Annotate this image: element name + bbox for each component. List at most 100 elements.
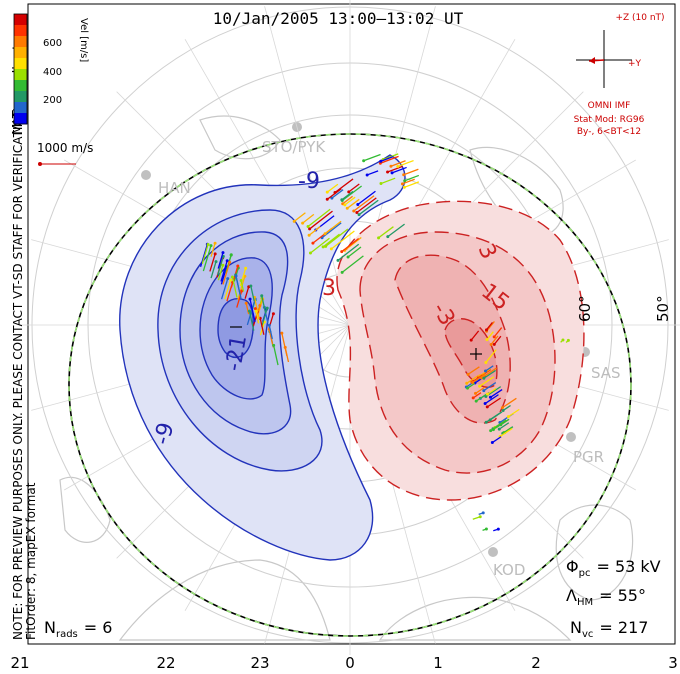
velocity-vector (404, 174, 420, 182)
velocity-vector (230, 265, 239, 288)
velocity-vector (321, 222, 342, 239)
velocity-vector (307, 208, 331, 227)
velocity-vector (490, 388, 503, 398)
mlt-tick-label: 2 (531, 654, 541, 672)
velocity-vector (346, 198, 360, 209)
velocity-vector (325, 228, 349, 247)
velocity-vector (397, 159, 414, 168)
velocity-vector (404, 181, 420, 188)
velocity-vector (248, 310, 255, 331)
vel-tick-200: 200 (43, 95, 62, 106)
heppner-maynard-boundary (68, 133, 632, 637)
velocity-vector (356, 197, 377, 213)
velocity-vector (499, 428, 513, 438)
velocity-vector (500, 418, 510, 426)
velocity-vector (487, 387, 497, 395)
station-marker (488, 547, 498, 557)
vel-tick-600: 600 (43, 38, 62, 49)
station-pgr: PGR (573, 448, 604, 466)
velocity-vector (403, 168, 419, 176)
colorbar-segment (14, 14, 27, 26)
vector-layer (199, 153, 570, 532)
velocity-vector (334, 178, 354, 194)
velocity-vector (382, 153, 399, 161)
velocity-vector (322, 233, 340, 248)
velocity-vector (348, 183, 360, 193)
velocity-vector (246, 298, 256, 326)
velocity-vector (309, 210, 333, 230)
velocity-vector (378, 226, 394, 239)
velocity-vector (202, 245, 212, 272)
station-han: HAN (158, 179, 191, 197)
velocity-vector (472, 392, 482, 399)
velocity-vector (467, 366, 480, 375)
velocity-vector (363, 153, 381, 162)
mlt-tick-label: 21 (10, 654, 29, 672)
coastline (59, 476, 111, 543)
velocity-vector (366, 170, 379, 176)
colorbar-segment (14, 80, 27, 92)
station-kod: KOD (493, 561, 525, 579)
velocity-vector (222, 262, 231, 285)
velocity-vector (490, 335, 499, 345)
velocity-vector (344, 196, 356, 206)
velocity-vector (472, 516, 481, 520)
colorbar-segment (14, 113, 27, 125)
velocity-vector (273, 345, 279, 366)
velocity-vector (231, 276, 238, 298)
svg-text:Nvc= 217: Nvc = 217 (570, 618, 648, 640)
velocity-vector (344, 236, 362, 251)
velocity-vector (293, 212, 306, 222)
mlt-meridian (264, 6, 351, 326)
velocity-vector (341, 185, 363, 202)
velocity-vector (220, 260, 228, 282)
velocity-vector (565, 339, 569, 343)
imf-vector-head (589, 57, 595, 64)
velocity-vector (493, 335, 502, 345)
velocity-vector (483, 382, 497, 392)
velocity-vector (337, 243, 360, 261)
velocity-vector (210, 261, 217, 279)
contour-layer (119, 154, 585, 561)
velocity-vector (324, 220, 342, 235)
velocity-vector (347, 246, 362, 258)
velocity-vector (217, 265, 224, 281)
station-marker (141, 170, 151, 180)
velocity-vector (483, 369, 496, 379)
velocity-vector (237, 276, 246, 300)
velocity-vector (259, 318, 265, 335)
velocity-vector (310, 237, 330, 254)
colorbar-segment (14, 47, 27, 59)
velocity-vector (402, 178, 415, 185)
velocity-vector (281, 333, 288, 357)
velocity-vector (471, 374, 483, 383)
vel-scale-label: Vel [m/s] (78, 18, 89, 62)
lat-label-60: 60° (576, 295, 594, 322)
velocity-vector (475, 386, 486, 394)
velocity-vector (326, 188, 342, 200)
velocity-vector (560, 339, 564, 343)
velocity-vector (387, 165, 403, 173)
lat-label-50: 50° (654, 295, 672, 322)
mlt-tick-label: 1 (433, 654, 443, 672)
velocity-vector (210, 243, 216, 257)
contour-label-neg-9-top: -9 (298, 169, 320, 194)
station-sas: SAS (591, 364, 621, 382)
velocity-vector (235, 275, 242, 300)
velocity-vector (245, 303, 250, 315)
stat-phi-pc: Φpc = 53 kV (566, 557, 661, 579)
coastline (118, 559, 331, 641)
velocity-vector (209, 253, 216, 272)
velocity-vector (255, 311, 260, 324)
velocity-vector (493, 327, 503, 338)
velocity-vector (479, 376, 495, 387)
velocity-vector (387, 223, 405, 238)
velocity-vector (380, 177, 396, 185)
velocity-vector (330, 230, 355, 250)
svg-text:ΛHM= 55°: ΛHM = 55° (566, 586, 646, 608)
velocity-vector (484, 394, 499, 405)
velocity-vector (486, 331, 494, 341)
svg-text:Nrads= 6: Nrads = 6 (44, 618, 112, 640)
velocity-vector (326, 183, 339, 193)
